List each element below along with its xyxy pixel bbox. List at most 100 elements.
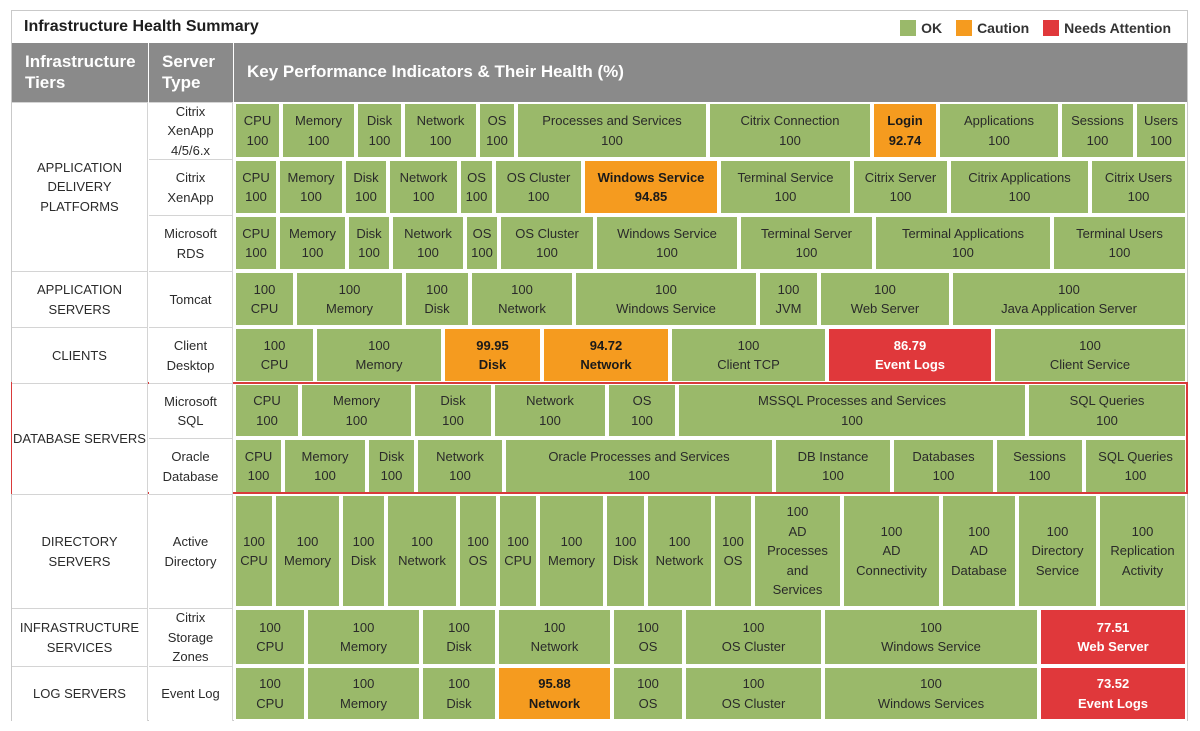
kpi-cell-jvm[interactable]: 100 JVM xyxy=(758,271,819,327)
kpi-cell-disk[interactable]: 100 Disk xyxy=(341,494,386,608)
kpi-cell-windows-service[interactable]: Windows Service 100 xyxy=(595,215,739,271)
kpi-value: 100 xyxy=(932,468,955,483)
kpi-cell-network[interactable]: 100 Network xyxy=(386,494,458,608)
kpi-cell-event-logs[interactable]: 86.79 Event Logs xyxy=(827,327,993,383)
kpi-cell-network[interactable]: 100 Network xyxy=(646,494,713,608)
kpi-cell-windows-service[interactable]: 100 Windows Service xyxy=(823,608,1039,666)
kpi-cell-os[interactable]: 100 OS xyxy=(458,494,498,608)
kpi-cell-directory-service[interactable]: 100 Directory Service xyxy=(1017,494,1098,608)
kpi-cell-memory[interactable]: 100 Memory xyxy=(274,494,341,608)
kpi-cell-network[interactable]: 100 Network xyxy=(497,608,612,666)
kpi-cell-disk[interactable]: Disk 100 xyxy=(356,102,403,159)
kpi-cell-network[interactable]: Network 100 xyxy=(391,215,465,271)
kpi-cell-cpu[interactable]: 100 CPU xyxy=(234,608,306,666)
kpi-cell-databases[interactable]: Databases 100 xyxy=(892,438,995,494)
kpi-cell-web-server[interactable]: 100 Web Server xyxy=(819,271,951,327)
kpi-cell-oracle-processes-and-services[interactable]: Oracle Processes and Services 100 xyxy=(504,438,774,494)
kpi-cell-disk[interactable]: 99.95 Disk xyxy=(443,327,542,383)
kpi-cell-cpu[interactable]: CPU 100 xyxy=(234,102,281,159)
kpi-cell-citrix-server[interactable]: Citrix Server 100 xyxy=(852,159,949,215)
kpi-cell-citrix-connection[interactable]: Citrix Connection 100 xyxy=(708,102,872,159)
kpi-value: 100 xyxy=(314,468,336,483)
kpi-cell-cpu[interactable]: CPU 100 xyxy=(234,383,300,438)
kpi-cell-memory[interactable]: Memory 100 xyxy=(278,215,347,271)
kpi-cell-windows-services[interactable]: 100 Windows Services xyxy=(823,666,1039,721)
kpi-cell-processes-and-services[interactable]: Processes and Services 100 xyxy=(516,102,708,159)
kpi-cell-mssql-processes-and-services[interactable]: MSSQL Processes and Services 100 xyxy=(677,383,1027,438)
kpi-cell-os[interactable]: 100 OS xyxy=(713,494,753,608)
kpi-cell-java-application-server[interactable]: 100 Java Application Server xyxy=(951,271,1187,327)
kpi-cell-os[interactable]: OS 100 xyxy=(607,383,677,438)
kpi-cell-cpu[interactable]: 100 CPU xyxy=(234,666,306,721)
kpi-cell-network[interactable]: Network 100 xyxy=(493,383,607,438)
kpi-cell-os-cluster[interactable]: 100 OS Cluster xyxy=(684,666,823,721)
kpi-cell-network[interactable]: 94.72 Network xyxy=(542,327,670,383)
kpi-cell-disk[interactable]: 100 Disk xyxy=(404,271,470,327)
kpi-cell-network[interactable]: 100 Network xyxy=(470,271,574,327)
kpi-cell-cpu[interactable]: 100 CPU xyxy=(234,271,295,327)
kpi-cell-sessions[interactable]: Sessions 100 xyxy=(995,438,1084,494)
kpi-cell-disk[interactable]: Disk 100 xyxy=(367,438,416,494)
kpi-name: OS xyxy=(638,639,658,654)
kpi-cell-applications[interactable]: Applications 100 xyxy=(938,102,1060,159)
kpi-cell-ad-database[interactable]: 100 AD Database xyxy=(941,494,1017,608)
kpi-value: 100 xyxy=(1058,281,1080,297)
kpi-cell-memory[interactable]: Memory 100 xyxy=(278,159,344,215)
kpi-cell-sessions[interactable]: Sessions 100 xyxy=(1060,102,1135,159)
kpi-cell-ad-connectivity[interactable]: 100 AD Connectivity xyxy=(842,494,941,608)
kpi-cell-memory[interactable]: 100 Memory xyxy=(315,327,443,383)
kpi-cell-disk[interactable]: Disk 100 xyxy=(344,159,388,215)
kpi-cell-cpu[interactable]: CPU 100 xyxy=(234,159,278,215)
kpi-cell-disk[interactable]: 100 Disk xyxy=(421,608,497,666)
kpi-cell-replication-activity[interactable]: 100 Replication Activity xyxy=(1098,494,1187,608)
kpi-cell-cpu[interactable]: CPU 100 xyxy=(234,438,283,494)
kpi-cell-disk[interactable]: Disk 100 xyxy=(413,383,493,438)
kpi-cell-os[interactable]: 100 OS xyxy=(612,608,684,666)
kpi-cell-disk[interactable]: Disk 100 xyxy=(347,215,391,271)
kpi-cell-memory[interactable]: 100 Memory xyxy=(295,271,404,327)
kpi-cell-db-instance[interactable]: DB Instance 100 xyxy=(774,438,892,494)
kpi-cell-event-logs[interactable]: 73.52 Event Logs xyxy=(1039,666,1187,721)
kpi-cell-os[interactable]: OS 100 xyxy=(465,215,499,271)
kpi-cell-sql-queries[interactable]: SQL Queries 100 xyxy=(1027,383,1187,438)
kpi-cell-login[interactable]: Login 92.74 xyxy=(872,102,938,159)
kpi-cell-os-cluster[interactable]: OS Cluster 100 xyxy=(499,215,595,271)
kpi-cell-cpu[interactable]: CPU 100 xyxy=(234,215,278,271)
kpi-cell-terminal-service[interactable]: Terminal Service 100 xyxy=(719,159,852,215)
kpi-cell-network[interactable]: Network 100 xyxy=(388,159,459,215)
kpi-cell-memory[interactable]: Memory 100 xyxy=(281,102,356,159)
kpi-cell-users[interactable]: Users 100 xyxy=(1135,102,1187,159)
kpi-cell-network[interactable]: Network 100 xyxy=(403,102,478,159)
kpi-cell-disk[interactable]: 100 Disk xyxy=(605,494,646,608)
kpi-cell-os[interactable]: OS 100 xyxy=(459,159,494,215)
kpi-cell-network[interactable]: 95.88 Network xyxy=(497,666,612,721)
kpi-cell-os[interactable]: 100 OS xyxy=(612,666,684,721)
kpi-cell-citrix-users[interactable]: Citrix Users 100 xyxy=(1090,159,1187,215)
kpi-cell-cpu[interactable]: 100 CPU xyxy=(234,327,315,383)
kpi-cell-client-service[interactable]: 100 Client Service xyxy=(993,327,1187,383)
kpi-cell-client-tcp[interactable]: 100 Client TCP xyxy=(670,327,827,383)
kpi-name: Citrix Server xyxy=(864,169,937,185)
kpi-cell-cpu[interactable]: 100 CPU xyxy=(234,494,274,608)
kpi-cell-os[interactable]: OS 100 xyxy=(478,102,516,159)
kpi-cell-memory[interactable]: 100 Memory xyxy=(306,608,421,666)
kpi-cell-memory[interactable]: 100 Memory xyxy=(538,494,605,608)
kpi-cell-network[interactable]: Network 100 xyxy=(416,438,504,494)
kpi-cell-cpu[interactable]: 100 CPU xyxy=(498,494,538,608)
kpi-cell-sql-queries[interactable]: SQL Queries 100 xyxy=(1084,438,1187,494)
kpi-cell-web-server[interactable]: 77.51 Web Server xyxy=(1039,608,1187,666)
kpi-cell-memory[interactable]: Memory 100 xyxy=(283,438,367,494)
kpi-cell-windows-service[interactable]: 100 Windows Service xyxy=(574,271,758,327)
kpi-cell-memory[interactable]: 100 Memory xyxy=(306,666,421,721)
kpi-cell-os-cluster[interactable]: 100 OS Cluster xyxy=(684,608,823,666)
kpi-cell-terminal-server[interactable]: Terminal Server 100 xyxy=(739,215,874,271)
kpi-value: 92.74 xyxy=(888,132,922,148)
kpi-cell-terminal-applications[interactable]: Terminal Applications 100 xyxy=(874,215,1052,271)
kpi-cell-disk[interactable]: 100 Disk xyxy=(421,666,497,721)
kpi-cell-os-cluster[interactable]: OS Cluster 100 xyxy=(494,159,583,215)
kpi-cell-memory[interactable]: Memory 100 xyxy=(300,383,413,438)
kpi-cell-ad-processes-and-services[interactable]: 100 AD Processes and Services xyxy=(753,494,842,608)
kpi-cell-terminal-users[interactable]: Terminal Users 100 xyxy=(1052,215,1187,271)
kpi-cell-citrix-applications[interactable]: Citrix Applications 100 xyxy=(949,159,1090,215)
kpi-cell-windows-service[interactable]: Windows Service 94.85 xyxy=(583,159,719,215)
